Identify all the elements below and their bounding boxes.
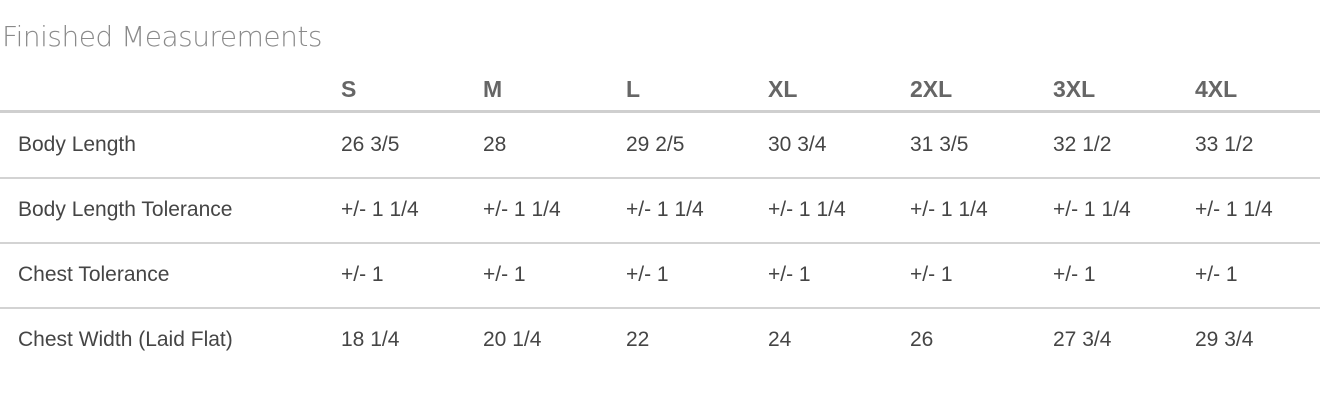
table-cell: 26 3/5 bbox=[341, 133, 400, 156]
table-cell: +/- 1 bbox=[768, 263, 811, 286]
table-cell: 30 3/4 bbox=[768, 133, 827, 156]
table-cell: 18 1/4 bbox=[341, 328, 400, 351]
table-cell: 28 bbox=[483, 133, 507, 156]
table-row: Chest Width (Laid Flat) 18 1/4 20 1/4 22… bbox=[0, 308, 1320, 372]
table-cell: +/- 1 1/4 bbox=[768, 198, 846, 221]
table-cell: 32 1/2 bbox=[1053, 133, 1112, 156]
table-cell: +/- 1 bbox=[1053, 263, 1096, 286]
table-cell: +/- 1 bbox=[341, 263, 384, 286]
table-cell: 26 bbox=[910, 328, 934, 351]
table-cell: 22 bbox=[626, 328, 650, 351]
table-cell: 24 bbox=[768, 328, 792, 351]
header-size-s: S bbox=[341, 75, 357, 102]
table-row: Body Length 26 3/5 28 29 2/5 30 3/4 31 3… bbox=[0, 113, 1320, 179]
table-cell: +/- 1 1/4 bbox=[910, 198, 988, 221]
table-cell: 33 1/2 bbox=[1195, 133, 1254, 156]
table-cell: 20 1/4 bbox=[483, 328, 542, 351]
row-label: Chest Tolerance bbox=[18, 263, 170, 286]
row-label: Chest Width (Laid Flat) bbox=[18, 328, 233, 351]
header-size-l: L bbox=[626, 75, 641, 102]
header-size-4xl: 4XL bbox=[1195, 75, 1238, 102]
table-row: Body Length Tolerance +/- 1 1/4 +/- 1 1/… bbox=[0, 178, 1320, 244]
header-size-3xl: 3XL bbox=[1053, 75, 1096, 102]
table-row: Chest Tolerance +/- 1 +/- 1 +/- 1 +/- 1 … bbox=[0, 243, 1320, 309]
table-cell: 31 3/5 bbox=[910, 133, 969, 156]
table-cell: 27 3/4 bbox=[1053, 328, 1112, 351]
header-size-m: M bbox=[483, 75, 503, 102]
table-cell: +/- 1 bbox=[1195, 263, 1238, 286]
header-size-xl: XL bbox=[768, 75, 798, 102]
table-cell: +/- 1 bbox=[910, 263, 953, 286]
page-title: Finished Measurements bbox=[2, 20, 322, 53]
table-cell: +/- 1 1/4 bbox=[1053, 198, 1131, 221]
table-cell: +/- 1 1/4 bbox=[626, 198, 704, 221]
header-size-2xl: 2XL bbox=[910, 75, 953, 102]
table-cell: +/- 1 1/4 bbox=[1195, 198, 1273, 221]
row-label: Body Length bbox=[18, 133, 136, 156]
row-label: Body Length Tolerance bbox=[18, 198, 233, 221]
table-cell: +/- 1 1/4 bbox=[483, 198, 561, 221]
table-cell: 29 3/4 bbox=[1195, 328, 1254, 351]
table-cell: 29 2/5 bbox=[626, 133, 685, 156]
table-cell: +/- 1 1/4 bbox=[341, 198, 419, 221]
table-header-row: S M L XL 2XL 3XL 4XL bbox=[0, 64, 1320, 113]
table-cell: +/- 1 bbox=[626, 263, 669, 286]
table-cell: +/- 1 bbox=[483, 263, 526, 286]
